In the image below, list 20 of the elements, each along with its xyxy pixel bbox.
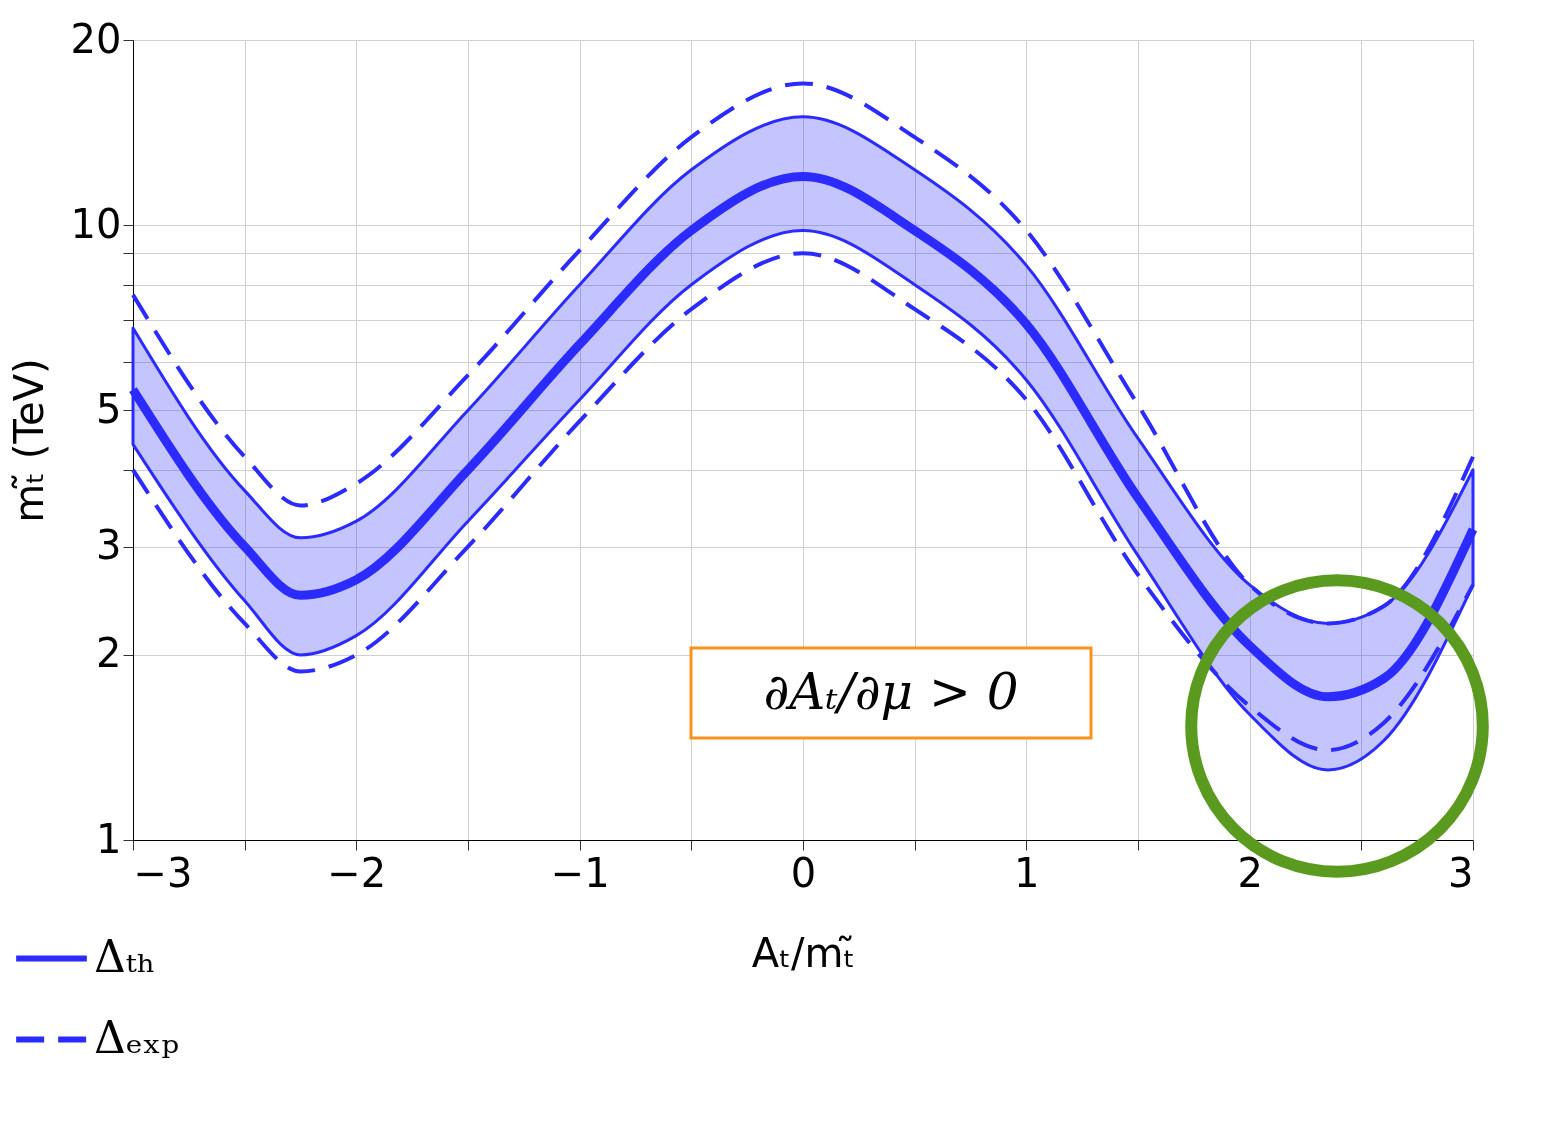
y-tick-label: 10 [70, 200, 122, 247]
x-tick-label: 0 [790, 849, 817, 896]
y-tick-label: 3 [96, 522, 122, 569]
y-axis-title: mₜ̃ (TeV) [5, 358, 52, 523]
y-tick-label: 1 [96, 815, 122, 862]
legend-label: Δₑₓₚ [94, 1011, 180, 1063]
x-tick-label: 2 [1237, 849, 1263, 896]
line-series [131, 251, 1475, 753]
legend-label: Δₜₕ [94, 930, 156, 982]
x-tick-label: −1 [550, 849, 610, 896]
line-series [131, 81, 1475, 626]
x-tick-label: 3 [1448, 849, 1474, 896]
x-tick-label: −2 [327, 849, 387, 896]
y-tick-label: 20 [70, 15, 122, 62]
y-tick-label: 5 [96, 385, 122, 432]
x-tick-label: −3 [133, 849, 193, 896]
x-tick-label: 1 [1014, 849, 1040, 896]
y-tick-label: 2 [96, 630, 122, 677]
x-axis-title: Aₜ/mₜ̃ [751, 929, 856, 976]
annotation: ∂Aₜ/∂μ > 0 [763, 663, 1019, 721]
